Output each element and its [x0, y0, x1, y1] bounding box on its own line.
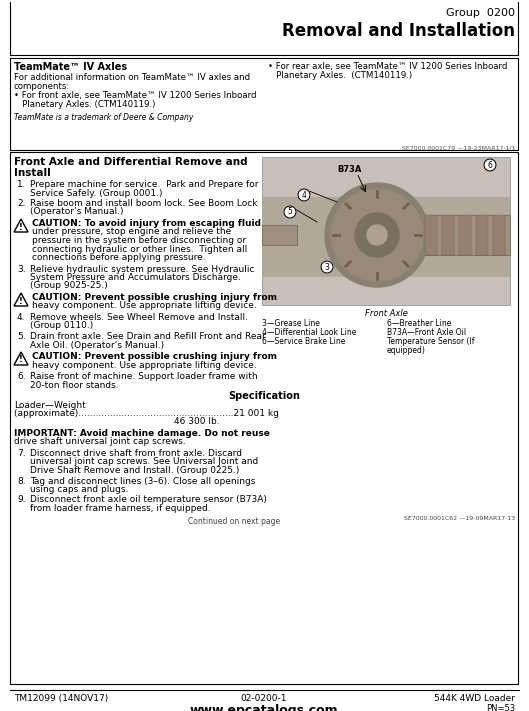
- Bar: [425, 215, 510, 255]
- Circle shape: [331, 189, 423, 281]
- Bar: [262, 197, 510, 277]
- Text: Specification: Specification: [228, 391, 300, 401]
- Circle shape: [484, 159, 496, 171]
- Text: TeamMate is a trademark of Deere & Company: TeamMate is a trademark of Deere & Compa…: [14, 113, 194, 122]
- Text: 2.: 2.: [17, 199, 25, 208]
- Text: B73A: B73A: [337, 165, 361, 174]
- Text: Raise boom and install boom lock. See Boom Lock: Raise boom and install boom lock. See Bo…: [30, 199, 258, 208]
- Text: B73A—Front Axle Oil: B73A—Front Axle Oil: [387, 328, 466, 337]
- Text: 20-ton floor stands.: 20-ton floor stands.: [30, 380, 118, 390]
- Text: 1.: 1.: [17, 180, 25, 189]
- Text: universal joint cap screws. See Universal Joint and: universal joint cap screws. See Universa…: [30, 457, 258, 466]
- Text: CAUTION: Prevent possible crushing injury from: CAUTION: Prevent possible crushing injur…: [32, 293, 277, 302]
- Bar: [442, 215, 454, 255]
- Bar: [262, 225, 297, 245]
- Text: (Group 0110.): (Group 0110.): [30, 321, 93, 331]
- Text: !: !: [19, 296, 23, 306]
- Text: heavy component. Use appropriate lifting device.: heavy component. Use appropriate lifting…: [32, 360, 257, 370]
- Text: SE7000.0001C79 —19-23MAR17-1/1: SE7000.0001C79 —19-23MAR17-1/1: [402, 146, 515, 151]
- Text: 4: 4: [302, 191, 306, 200]
- Text: 9.: 9.: [17, 496, 25, 505]
- Text: 3: 3: [325, 262, 330, 272]
- Text: Tag and disconnect lines (3–6). Close all openings: Tag and disconnect lines (3–6). Close al…: [30, 476, 256, 486]
- Circle shape: [284, 206, 296, 218]
- Text: Disconnect front axle oil temperature sensor (B73A): Disconnect front axle oil temperature se…: [30, 496, 267, 505]
- Text: Group  0200: Group 0200: [446, 8, 515, 18]
- Text: Drive Shaft Remove and Install. (Group 0225.): Drive Shaft Remove and Install. (Group 0…: [30, 466, 240, 475]
- Text: 3—Grease Line: 3—Grease Line: [262, 319, 320, 328]
- Text: Axle Oil. (Operator’s Manual.): Axle Oil. (Operator’s Manual.): [30, 341, 164, 350]
- Text: www.epcatalogs.com: www.epcatalogs.com: [190, 704, 339, 711]
- Text: 544K 4WD Loader: 544K 4WD Loader: [434, 694, 515, 703]
- Text: 4.: 4.: [17, 313, 25, 322]
- Bar: [493, 215, 505, 255]
- Text: Front Axle and Differential Remove and: Front Axle and Differential Remove and: [14, 157, 248, 167]
- Text: using caps and plugs.: using caps and plugs.: [30, 485, 129, 494]
- Text: • For rear axle, see TeamMate™ IV 1200 Series Inboard: • For rear axle, see TeamMate™ IV 1200 S…: [268, 62, 507, 71]
- Bar: [10, 58, 518, 150]
- Text: Planetary Axles.  (CTM140119.): Planetary Axles. (CTM140119.): [268, 71, 412, 80]
- Text: Remove wheels. See Wheel Remove and Install.: Remove wheels. See Wheel Remove and Inst…: [30, 313, 248, 322]
- Text: (Group 9025-25.): (Group 9025-25.): [30, 282, 108, 291]
- Text: 3.: 3.: [17, 264, 25, 274]
- Text: 8.: 8.: [17, 476, 25, 486]
- Bar: [476, 215, 488, 255]
- Text: 6: 6: [488, 161, 492, 169]
- Circle shape: [298, 189, 310, 201]
- Bar: [425, 215, 437, 255]
- Text: Service Safely. (Group 0001.): Service Safely. (Group 0001.): [30, 188, 162, 198]
- Text: !: !: [19, 356, 23, 365]
- Text: SE7000.0001C62 —19-09MAR17-13: SE7000.0001C62 —19-09MAR17-13: [404, 516, 515, 521]
- Text: Drain front axle. See Drain and Refill Front and Rear: Drain front axle. See Drain and Refill F…: [30, 332, 266, 341]
- Text: drive shaft universal joint cap screws.: drive shaft universal joint cap screws.: [14, 437, 186, 447]
- Text: Planetary Axles. (CTM140119.): Planetary Axles. (CTM140119.): [14, 100, 156, 109]
- Text: (approximate)......................................................21 001 kg: (approximate)...........................…: [14, 409, 279, 418]
- Text: CAUTION: Prevent possible crushing injury from: CAUTION: Prevent possible crushing injur…: [32, 352, 277, 361]
- Text: Raise front of machine. Support loader frame with: Raise front of machine. Support loader f…: [30, 372, 258, 381]
- Text: IMPORTANT: Avoid machine damage. Do not reuse: IMPORTANT: Avoid machine damage. Do not …: [14, 429, 270, 438]
- Bar: [10, 152, 518, 684]
- Text: Relieve hydraulic system pressure. See Hydraulic: Relieve hydraulic system pressure. See H…: [30, 264, 254, 274]
- Text: !: !: [19, 223, 23, 232]
- Text: CAUTION: To avoid injury from escaping fluid: CAUTION: To avoid injury from escaping f…: [32, 219, 261, 228]
- Text: Disconnect drive shaft from front axle. Discard: Disconnect drive shaft from front axle. …: [30, 449, 242, 458]
- Text: from loader frame harness, if equipped.: from loader frame harness, if equipped.: [30, 504, 211, 513]
- Text: connecting hydraulic or other lines.  Tighten all: connecting hydraulic or other lines. Tig…: [32, 245, 247, 254]
- Circle shape: [367, 225, 387, 245]
- Text: 5.: 5.: [17, 332, 25, 341]
- Text: under pressure, stop engine and relieve the: under pressure, stop engine and relieve …: [32, 228, 231, 237]
- Text: equipped): equipped): [387, 346, 426, 355]
- Circle shape: [321, 261, 333, 273]
- Text: Removal and Installation: Removal and Installation: [282, 22, 515, 40]
- Bar: [459, 215, 471, 255]
- Text: 7.: 7.: [17, 449, 25, 458]
- Text: Continued on next page: Continued on next page: [188, 516, 280, 525]
- Text: components:: components:: [14, 82, 70, 91]
- Bar: [262, 157, 510, 305]
- Text: 6.: 6.: [17, 372, 25, 381]
- Text: Install: Install: [14, 168, 51, 178]
- Text: heavy component. Use appropriate lifting device.: heavy component. Use appropriate lifting…: [32, 301, 257, 311]
- Text: 4—Differential Look Line: 4—Differential Look Line: [262, 328, 357, 337]
- Text: System Pressure and Accumulators Discharge.: System Pressure and Accumulators Dischar…: [30, 273, 241, 282]
- Text: 5: 5: [288, 208, 293, 217]
- Text: 6—Service Brake Line: 6—Service Brake Line: [262, 337, 345, 346]
- Text: 6—Breather Line: 6—Breather Line: [387, 319, 451, 328]
- Text: TM12099 (14NOV17): TM12099 (14NOV17): [14, 694, 108, 703]
- Text: • For front axle, see TeamMate™ IV 1200 Series Inboard: • For front axle, see TeamMate™ IV 1200 …: [14, 91, 257, 100]
- Text: Temperature Sensor (If: Temperature Sensor (If: [387, 337, 475, 346]
- Text: (Operator’s Manual.): (Operator’s Manual.): [30, 208, 123, 217]
- Text: For additional information on TeamMate™ IV axles and: For additional information on TeamMate™ …: [14, 73, 250, 82]
- Text: connections before applying pressure.: connections before applying pressure.: [32, 253, 206, 262]
- Circle shape: [355, 213, 399, 257]
- Text: PN=53: PN=53: [486, 704, 515, 711]
- Text: Loader—Weight: Loader—Weight: [14, 400, 86, 410]
- Text: 46 300 lb.: 46 300 lb.: [174, 417, 220, 427]
- Text: Front Axle: Front Axle: [364, 309, 407, 318]
- Text: TeamMate™ IV Axles: TeamMate™ IV Axles: [14, 62, 127, 72]
- Circle shape: [325, 183, 429, 287]
- Text: 02-0200-1: 02-0200-1: [241, 694, 287, 703]
- Text: Prepare machine for service.  Park and Prepare for: Prepare machine for service. Park and Pr…: [30, 180, 259, 189]
- Text: pressure in the system before disconnecting or: pressure in the system before disconnect…: [32, 236, 246, 245]
